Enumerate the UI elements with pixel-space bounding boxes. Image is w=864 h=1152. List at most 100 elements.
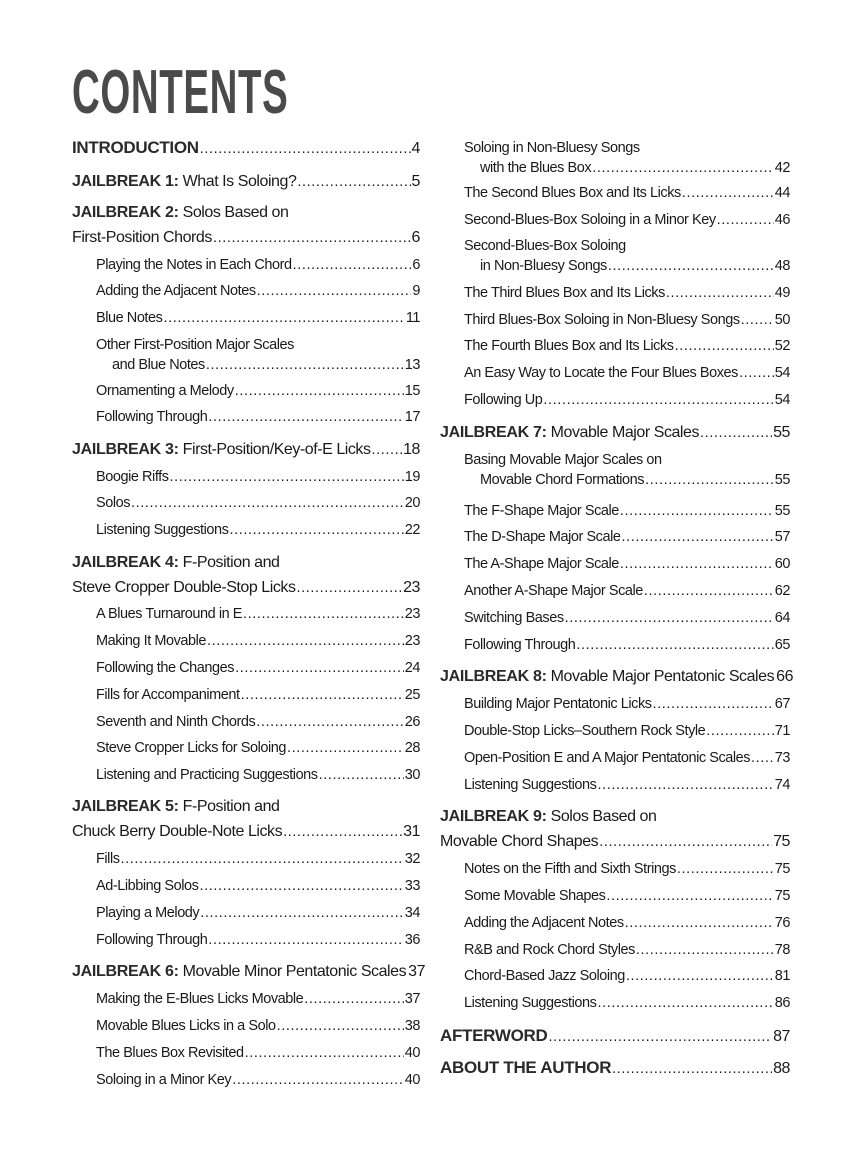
- entry-title: Seventh and Ninth Chords: [96, 714, 256, 730]
- toc-section-entry: Listening Suggestions 22: [96, 521, 420, 539]
- chapter-prefix: AFTERWORD: [440, 1026, 548, 1045]
- toc-section-entry: Open-Position E and A Major Pentatonic S…: [464, 749, 790, 767]
- dot-leader: [121, 850, 404, 868]
- page-number: 76: [774, 915, 791, 931]
- dot-leader: [245, 1044, 404, 1062]
- dot-leader: [612, 1060, 772, 1078]
- toc-section-entry: Following Through 65: [464, 636, 790, 654]
- entry-title: R&B and Rock Chord Styles: [464, 942, 635, 958]
- dot-leader: [739, 364, 774, 382]
- entry-title: Listening Suggestions: [464, 995, 597, 1011]
- page-number: 64: [774, 610, 791, 626]
- toc-section-entry: The Second Blues Box and Its Licks 44: [464, 184, 790, 202]
- dot-leader: [620, 555, 774, 573]
- dot-leader: [576, 636, 773, 654]
- entry-title: Playing the Notes in Each Chord: [96, 257, 292, 273]
- dot-leader: [293, 256, 412, 274]
- page-title: CONTENTS: [72, 58, 289, 127]
- entry-title: Ornamenting a Melody: [96, 383, 234, 399]
- toc-section-entry: Basing Movable Major Scales on Movable Ch…: [464, 451, 790, 489]
- toc-chapter-entry: ABOUT THE AUTHOR 88: [440, 1059, 790, 1078]
- page-number: 71: [774, 723, 791, 739]
- entry-title: Double-Stop Licks–Southern Rock Style: [464, 723, 706, 739]
- page-number: 17: [404, 409, 421, 425]
- entry-title: Third Blues-Box Soloing in Non-Bluesy So…: [464, 312, 740, 328]
- chapter-prefix: JAILBREAK 7:: [440, 424, 547, 441]
- dot-leader: [751, 749, 774, 767]
- toc-chapter-entry: JAILBREAK 5: F-Position and Chuck Berry D…: [72, 798, 420, 841]
- entry-title: First-Position/Key-of-E Licks: [182, 441, 371, 458]
- dot-leader: [592, 159, 774, 177]
- page-number: 40: [404, 1072, 421, 1088]
- dot-leader: [653, 695, 774, 713]
- toc-section-entry: Adding the Adjacent Notes 76: [464, 914, 790, 932]
- entry-title: Listening Suggestions: [464, 777, 597, 793]
- toc-chapter-entry: JAILBREAK 4: F-Position and Steve Cropper…: [72, 554, 420, 597]
- entry-title: Solos: [96, 495, 131, 511]
- page-number: 55: [773, 424, 790, 441]
- dot-leader: [608, 257, 774, 275]
- entry-title: The A-Shape Major Scale: [464, 556, 619, 572]
- toc-section-entry: Ad-Libbing Solos 33: [96, 877, 420, 895]
- entry-title: The D-Shape Major Scale: [464, 529, 621, 545]
- dot-leader: [297, 579, 403, 597]
- chapter-prefix: JAILBREAK 6:: [72, 963, 179, 980]
- dot-leader: [372, 441, 403, 459]
- entry-title: Following Through: [96, 932, 208, 948]
- toc-section-entry: Another A-Shape Major Scale 62: [464, 582, 790, 600]
- page-number: 52: [774, 338, 791, 354]
- page-number: 55: [774, 503, 791, 519]
- entry-title: Following the Changes: [96, 660, 235, 676]
- toc-section-entry: Following Through 17: [96, 408, 420, 426]
- dot-leader: [319, 766, 404, 784]
- dot-leader: [199, 877, 403, 895]
- entry-title-continued: Movable Chord Shapes: [440, 833, 599, 850]
- toc-section-entry: Seventh and Ninth Chords 26: [96, 713, 420, 731]
- entry-title: Building Major Pentatonic Licks: [464, 696, 652, 712]
- entry-title: Movable Minor Pentatonic Scales: [182, 963, 407, 980]
- toc-section-entry: Other First-Position Major Scales and Blu…: [96, 336, 420, 374]
- dot-leader: [677, 860, 774, 878]
- entry-title: The Second Blues Box and Its Licks: [464, 185, 681, 201]
- dot-leader: [200, 140, 411, 158]
- page-number: 31: [403, 823, 420, 840]
- chapter-prefix: JAILBREAK 3:: [72, 441, 179, 458]
- page-number: 23: [403, 579, 420, 596]
- page-number: 20: [404, 495, 421, 511]
- entry-title: Movable Blues Licks in a Solo: [96, 1018, 276, 1034]
- entry-title: The Blues Box Revisited: [96, 1045, 244, 1061]
- page-number: 5: [411, 173, 421, 190]
- page-number: 23: [404, 606, 421, 622]
- toc-chapter-entry: AFTERWORD 87: [440, 1027, 790, 1046]
- entry-title: Other First-Position Major Scales: [96, 337, 294, 353]
- toc-chapter-entry: INTRODUCTION 4: [72, 139, 420, 158]
- toc-section-entry: Steve Cropper Licks for Soloing 28: [96, 739, 420, 757]
- entry-title: Following Through: [96, 409, 208, 425]
- dot-leader: [208, 931, 403, 949]
- toc-section-entry: Listening and Practicing Suggestions 30: [96, 766, 420, 784]
- entry-title: Following Through: [464, 637, 576, 653]
- chapter-prefix: JAILBREAK 2:: [72, 204, 179, 221]
- toc-section-entry: Second-Blues-Box Soloing in Non-Bluesy So…: [464, 237, 790, 275]
- entry-title: Blue Notes: [96, 310, 163, 326]
- page-number: 44: [774, 185, 791, 201]
- toc-section-entry: The Fourth Blues Box and Its Licks 52: [464, 337, 790, 355]
- page-number: 66: [776, 668, 794, 685]
- page-number: 49: [774, 285, 791, 301]
- toc-chapter-entry: JAILBREAK 2: Solos Based on First-Positio…: [72, 204, 420, 247]
- entry-title: Listening Suggestions: [96, 522, 229, 538]
- toc-section-entry: R&B and Rock Chord Styles 78: [464, 941, 790, 959]
- toc-section-entry: Making It Movable 23: [96, 632, 420, 650]
- dot-leader: [207, 632, 404, 650]
- entry-title: Basing Movable Major Scales on: [464, 452, 662, 468]
- toc-section-entry: The Blues Box Revisited 40: [96, 1044, 420, 1062]
- entry-title-continued: Movable Chord Formations: [480, 472, 645, 488]
- dot-leader: [644, 582, 774, 600]
- toc-section-entry: Following Through 36: [96, 931, 420, 949]
- toc-section-entry: Double-Stop Licks–Southern Rock Style 71: [464, 722, 790, 740]
- entry-title-continued: in Non-Bluesy Songs: [480, 258, 607, 274]
- entry-title-continued: and Blue Notes: [112, 357, 205, 373]
- toc-section-entry: Second-Blues-Box Soloing in a Minor Key 4…: [464, 211, 790, 229]
- toc-section-entry: Switching Bases 64: [464, 609, 790, 627]
- entry-title: Making the E-Blues Licks Movable: [96, 991, 304, 1007]
